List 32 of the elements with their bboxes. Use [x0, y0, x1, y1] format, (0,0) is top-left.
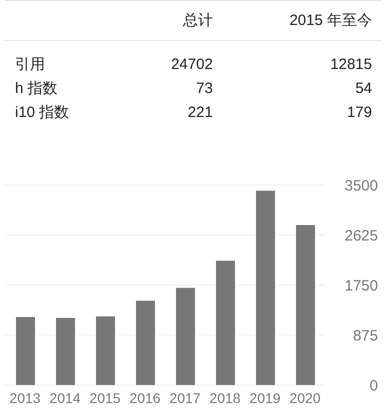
x-tick-label: 2016 [129, 390, 161, 406]
x-tick-label: 2013 [9, 390, 41, 406]
bar [216, 260, 235, 385]
y-tick-label: 3500 [344, 177, 378, 194]
y-tick-label: 0 [370, 377, 378, 394]
text: 54 [355, 80, 372, 97]
bar [16, 317, 35, 385]
bar [176, 288, 195, 385]
text: 221 [188, 104, 213, 121]
y-tick-label: 875 [352, 327, 378, 344]
x-tick-label: 2018 [209, 390, 241, 406]
bar [56, 318, 75, 385]
category-label: h 指数 [15, 80, 58, 97]
text: 12815 [330, 56, 372, 73]
text: 24702 [171, 56, 213, 73]
x-tick-label: 2017 [169, 390, 201, 406]
category-label: 2015 年至今 [288, 11, 373, 31]
category-label: 总计 [182, 11, 214, 31]
x-tick-label: 2020 [289, 390, 321, 406]
bar [296, 225, 315, 385]
y-tick-label: 1750 [344, 277, 378, 294]
x-tick-label: 2015 [89, 390, 121, 406]
category-label: 引用 [15, 56, 45, 73]
bar [256, 190, 275, 385]
bar [96, 316, 115, 385]
category-label: i10 指数 [15, 104, 70, 121]
bar [136, 300, 155, 385]
y-tick-label: 2625 [344, 227, 378, 244]
x-tick-label: 2014 [49, 390, 81, 406]
text: 73 [196, 80, 213, 97]
x-tick-label: 2019 [249, 390, 281, 406]
text: 179 [346, 104, 372, 121]
